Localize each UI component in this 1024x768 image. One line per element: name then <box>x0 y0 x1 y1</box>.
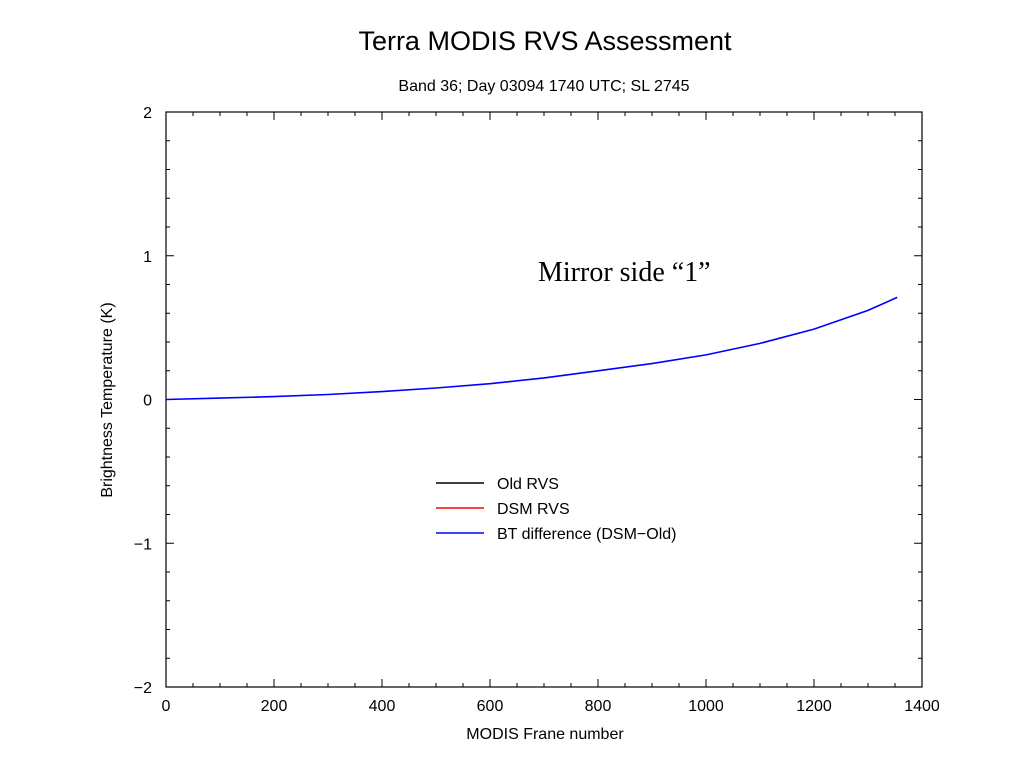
plot-frame <box>165 111 923 688</box>
y-tick-label: −1 <box>134 536 152 553</box>
legend-label: DSM RVS <box>497 501 570 518</box>
y-tick-label: 2 <box>143 105 152 122</box>
x-tick-label: 1200 <box>796 698 832 715</box>
y-tick-label: 0 <box>143 393 152 410</box>
x-tick-label: 600 <box>477 698 504 715</box>
series-line <box>165 296 898 401</box>
chart-title: Terra MODIS RVS Assessment <box>358 26 732 56</box>
series-group <box>165 296 898 401</box>
ticks-group: 0 200 400 600 800 1000 1200 1400 −2 −1 0 1 2 <box>134 105 940 715</box>
chart-subtitle: Band 36; Day 03094 1740 UTC; SL 2745 <box>398 78 690 95</box>
x-tick-label: 200 <box>261 698 288 715</box>
y-axis-label: Brightness Temperature (K) <box>99 302 116 497</box>
legend: Old RVS DSM RVS BT difference (DSM−Old) <box>436 476 676 543</box>
x-tick-label: 400 <box>369 698 396 715</box>
y-tick-label: −2 <box>134 680 152 697</box>
mirror-side-annotation: Mirror side “1” <box>538 257 711 288</box>
x-tick-label: 800 <box>585 698 612 715</box>
legend-label: BT difference (DSM−Old) <box>497 526 676 543</box>
x-tick-label: 1000 <box>688 698 724 715</box>
legend-label: Old RVS <box>497 476 559 493</box>
y-tick-label: 1 <box>143 249 152 266</box>
x-tick-label: 1400 <box>904 698 940 715</box>
x-axis-label: MODIS Frane number <box>466 726 624 743</box>
x-tick-label: 0 <box>162 698 171 715</box>
